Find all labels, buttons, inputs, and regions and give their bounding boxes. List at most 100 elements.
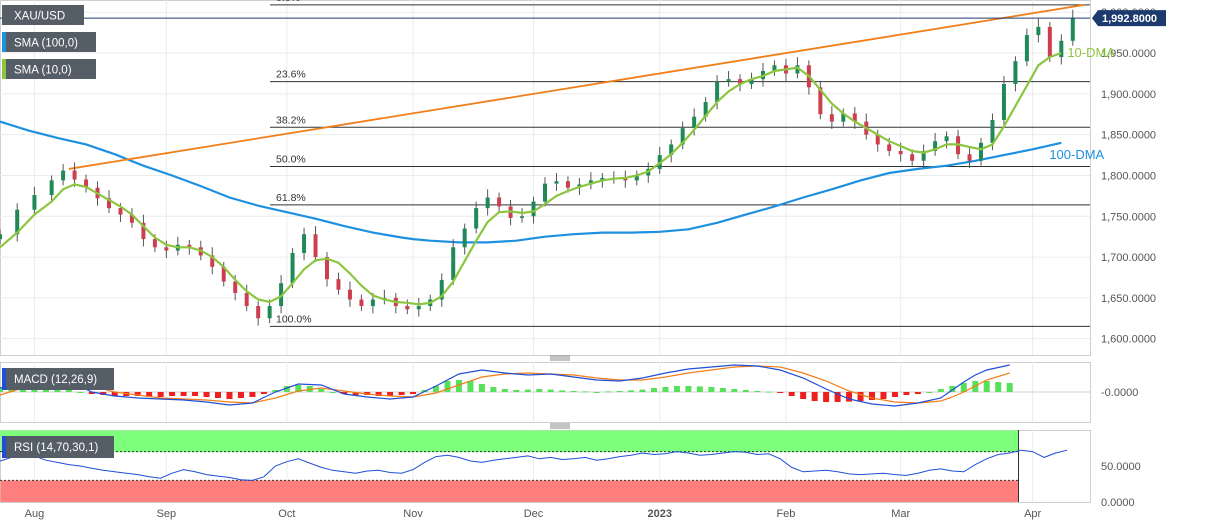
rsi-tick-label: 50.0000 <box>1101 461 1141 473</box>
macd-histogram-bar <box>203 392 210 397</box>
candle-body <box>72 170 77 180</box>
macd-histogram-bar <box>639 389 646 392</box>
macd-histogram-bar <box>295 385 302 392</box>
candle-body <box>715 81 720 103</box>
candle-body <box>474 208 479 229</box>
candle-body <box>852 113 857 122</box>
candle-body <box>61 170 66 181</box>
candle-body <box>267 306 272 319</box>
candle-body <box>979 142 983 161</box>
candle-body <box>325 257 329 280</box>
x-tick-label: 2023 <box>647 508 671 520</box>
candle-body <box>795 65 800 74</box>
macd-histogram-bar <box>455 380 462 392</box>
candle-body <box>726 79 731 82</box>
macd-histogram-bar <box>410 392 417 394</box>
candle-body <box>347 289 352 300</box>
candle-body <box>359 299 364 307</box>
macd-histogram-bar <box>731 389 738 392</box>
y-tick-label: 1,900.0000 <box>1101 89 1156 101</box>
macd-histogram-bar <box>949 386 956 392</box>
candle-body <box>944 136 949 142</box>
macd-histogram-bar <box>237 392 244 398</box>
macd-histogram-bar <box>375 392 382 396</box>
candle-body <box>256 306 261 319</box>
y-tick-label: 1,650.0000 <box>1101 293 1156 305</box>
candle-body <box>749 79 754 85</box>
fib-level-label: 61.8% <box>276 192 306 204</box>
candle-body <box>84 179 89 188</box>
x-tick-label: Nov <box>403 508 423 520</box>
macd-histogram-bar <box>169 392 176 396</box>
macd-histogram-bar <box>513 390 520 392</box>
candle-body <box>164 247 169 251</box>
candle-body <box>841 113 846 122</box>
candle-body <box>32 195 37 210</box>
candle-body <box>370 299 375 307</box>
macd-histogram-bar <box>283 386 290 392</box>
macd-histogram-bar <box>387 392 394 396</box>
candle-body <box>129 214 134 223</box>
candle-body <box>887 144 892 151</box>
macd-histogram-bar <box>559 390 566 392</box>
candle-body <box>818 87 823 115</box>
macd-histogram-bar <box>834 392 841 402</box>
macd-histogram-bar <box>88 392 95 394</box>
macd-histogram-bar <box>547 389 554 392</box>
candle-body <box>921 150 926 161</box>
candle-body <box>497 197 502 207</box>
macd-histogram-bar <box>662 387 669 392</box>
legend-label: SMA (10,0) <box>14 65 72 77</box>
main-panel-border <box>0 0 1091 356</box>
rsi-overbought-zone <box>0 430 1019 453</box>
macd-histogram-bar <box>937 389 944 392</box>
candle-body <box>221 266 226 282</box>
fib-level-label: 100.0% <box>276 313 312 325</box>
macd-histogram-bar <box>524 389 531 392</box>
candle-body <box>703 102 708 117</box>
candle-body <box>439 279 444 300</box>
candle-body <box>692 116 697 129</box>
macd-signal-line <box>0 365 1010 404</box>
macd-histogram-bar <box>329 392 336 393</box>
macd-histogram-bar <box>914 392 921 394</box>
candle-body <box>554 181 559 184</box>
macd-histogram-bar <box>651 388 657 392</box>
rsi-tick-label: 0.0000 <box>1101 497 1135 509</box>
macd-histogram-bar <box>501 389 508 392</box>
candle-body <box>875 134 880 145</box>
rsi-legend-swatch <box>2 436 6 458</box>
macd-histogram-bar <box>800 392 807 399</box>
macd-histogram-bar <box>490 387 497 392</box>
macd-histogram-bar <box>111 392 118 396</box>
candle-body <box>210 255 215 267</box>
candle-body <box>588 180 593 185</box>
candle-body <box>990 119 995 143</box>
candle-body <box>1047 26 1052 58</box>
macd-histogram-bar <box>995 382 1002 392</box>
macd-histogram-bar <box>685 386 692 392</box>
candle-body <box>967 154 972 161</box>
candle-body <box>565 181 570 188</box>
macd-histogram-bar <box>605 391 612 393</box>
candle-body <box>49 180 54 196</box>
macd-histogram-bar <box>570 391 577 392</box>
symbol-legend-box <box>2 5 84 25</box>
macd-histogram-bar <box>318 389 325 392</box>
candle-body <box>910 154 915 161</box>
macd-legend-box <box>2 368 114 390</box>
candle-body <box>623 178 628 181</box>
macd-histogram-bar <box>226 392 233 399</box>
x-tick-label: Feb <box>776 508 795 520</box>
candle-body <box>634 175 639 181</box>
sma100-line <box>0 120 1062 244</box>
rsi-oversold-zone <box>0 480 1019 502</box>
macd-histogram-bar <box>673 386 680 392</box>
candle-body <box>600 177 605 181</box>
sma100-annotation: 100-DMA <box>1049 147 1104 162</box>
candle-body <box>405 306 410 310</box>
candle-body <box>669 144 674 156</box>
candle-body <box>680 128 685 145</box>
